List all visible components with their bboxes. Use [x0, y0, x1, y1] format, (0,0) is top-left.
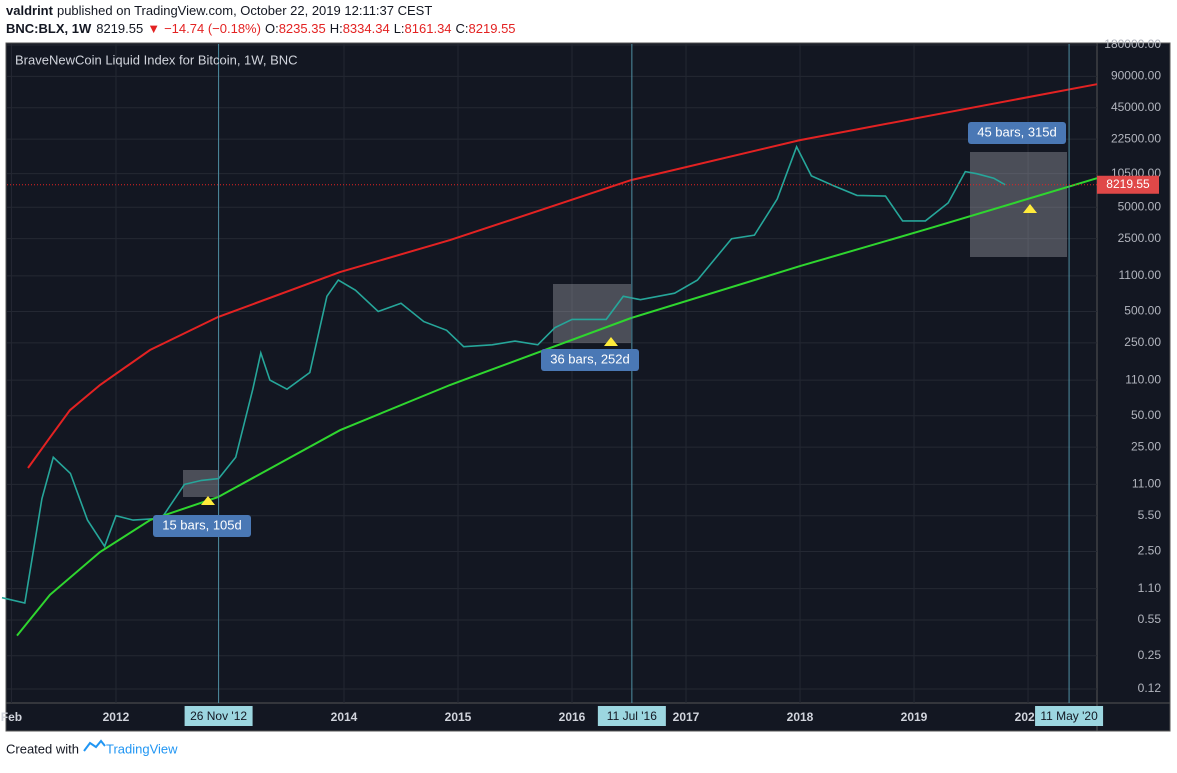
x-tick-label: 2017	[673, 710, 700, 724]
range-box	[553, 284, 631, 343]
range-triangle	[604, 337, 618, 346]
range-triangle	[1023, 204, 1037, 213]
y-tick-label: 2.50	[1138, 544, 1162, 558]
x-tick-label: 2020	[1015, 710, 1042, 724]
date-marker-label: 11 May '20	[1040, 709, 1098, 723]
trend-curve	[16, 177, 1098, 637]
y-tick-label: 5.50	[1138, 508, 1162, 522]
y-tick-label: 1100.00	[1119, 268, 1162, 282]
range-label-box	[153, 515, 251, 537]
x-tick-label: 2019	[901, 710, 928, 724]
x-tick-label: 2018	[787, 710, 814, 724]
date-marker-box	[597, 706, 666, 726]
range-box	[970, 152, 1067, 257]
date-marker-label: 26 Nov '12	[190, 709, 247, 723]
last-price-label: 8219.55	[1106, 177, 1150, 191]
open-label: O:	[265, 21, 279, 36]
y-tick-label: 11.00	[1132, 477, 1161, 491]
open: 8235.35	[279, 21, 326, 36]
plot-background	[5, 42, 1171, 732]
range-label: 36 bars, 252d	[550, 351, 630, 366]
quote-line: BNC:BLX, 1W 8219.55 ▼ −14.74 (−0.18%) O:8235…	[6, 21, 516, 36]
y-tick-label: 1.10	[1138, 581, 1162, 595]
price-line	[1, 144, 1006, 604]
range-label-box	[541, 349, 639, 371]
last: 8219.55	[96, 21, 143, 36]
range-triangle	[201, 496, 215, 505]
y-tick-label: 5000.00	[1118, 199, 1162, 213]
low-label: L:	[394, 21, 405, 36]
high-label: H:	[330, 21, 343, 36]
y-tick-label: 180000.00	[1104, 37, 1161, 51]
y-tick-label: 50.00	[1131, 408, 1161, 422]
high: 8334.34	[343, 21, 390, 36]
down-arrow: ▼	[147, 21, 160, 36]
y-tick-label: 110.00	[1125, 372, 1161, 386]
last-price-box	[1097, 175, 1159, 194]
x-tick-label: Feb	[1, 710, 22, 724]
y-tick-label: 90000.00	[1111, 69, 1161, 83]
y-tick-label: 45000.00	[1111, 100, 1161, 114]
low: 8161.34	[405, 21, 452, 36]
published: published on TradingView.com, October 22…	[57, 3, 432, 18]
trend-curve	[27, 83, 1098, 469]
x-tick-label: 2015	[445, 710, 472, 724]
chart-title: BraveNewCoin Liquid Index for Bitcoin, 1…	[15, 52, 298, 67]
plot	[1, 44, 1098, 703]
change: −14.74 (−0.18%)	[164, 21, 261, 36]
brand-logo	[83, 739, 106, 752]
date-marker-box	[184, 706, 253, 726]
author: valdrint	[6, 3, 54, 18]
range-label-box	[968, 122, 1066, 144]
x-tick-label: 2014	[331, 710, 358, 724]
y-tick-label: 250.00	[1124, 335, 1161, 349]
y-tick-label: 500.00	[1124, 304, 1161, 318]
y-tick-label: 25.00	[1131, 439, 1161, 453]
y-tick-label: 0.55	[1138, 612, 1162, 626]
date-marker-box	[1035, 706, 1104, 726]
range-label: 45 bars, 315d	[977, 124, 1057, 139]
x-tick-label: 2012	[103, 710, 130, 724]
symbol: BNC:BLX, 1W	[6, 21, 92, 36]
created-with: Created with	[6, 741, 79, 756]
header-line: valdrint published on TradingView.com, Oc…	[6, 3, 432, 18]
close-label: C:	[456, 21, 469, 36]
close: 8219.55	[469, 21, 516, 36]
y-tick-label: 0.25	[1138, 648, 1162, 662]
y-tick-label: 22500.00	[1111, 131, 1161, 145]
y-tick-label: 0.12	[1138, 681, 1162, 695]
date-marker-label: 11 Jul '16	[607, 709, 657, 723]
y-tick-label: 2500.00	[1118, 231, 1162, 245]
brand[interactable]: TradingView	[106, 741, 178, 756]
x-tick-label: 2016	[559, 710, 586, 724]
range-label: 15 bars, 105d	[162, 517, 242, 532]
